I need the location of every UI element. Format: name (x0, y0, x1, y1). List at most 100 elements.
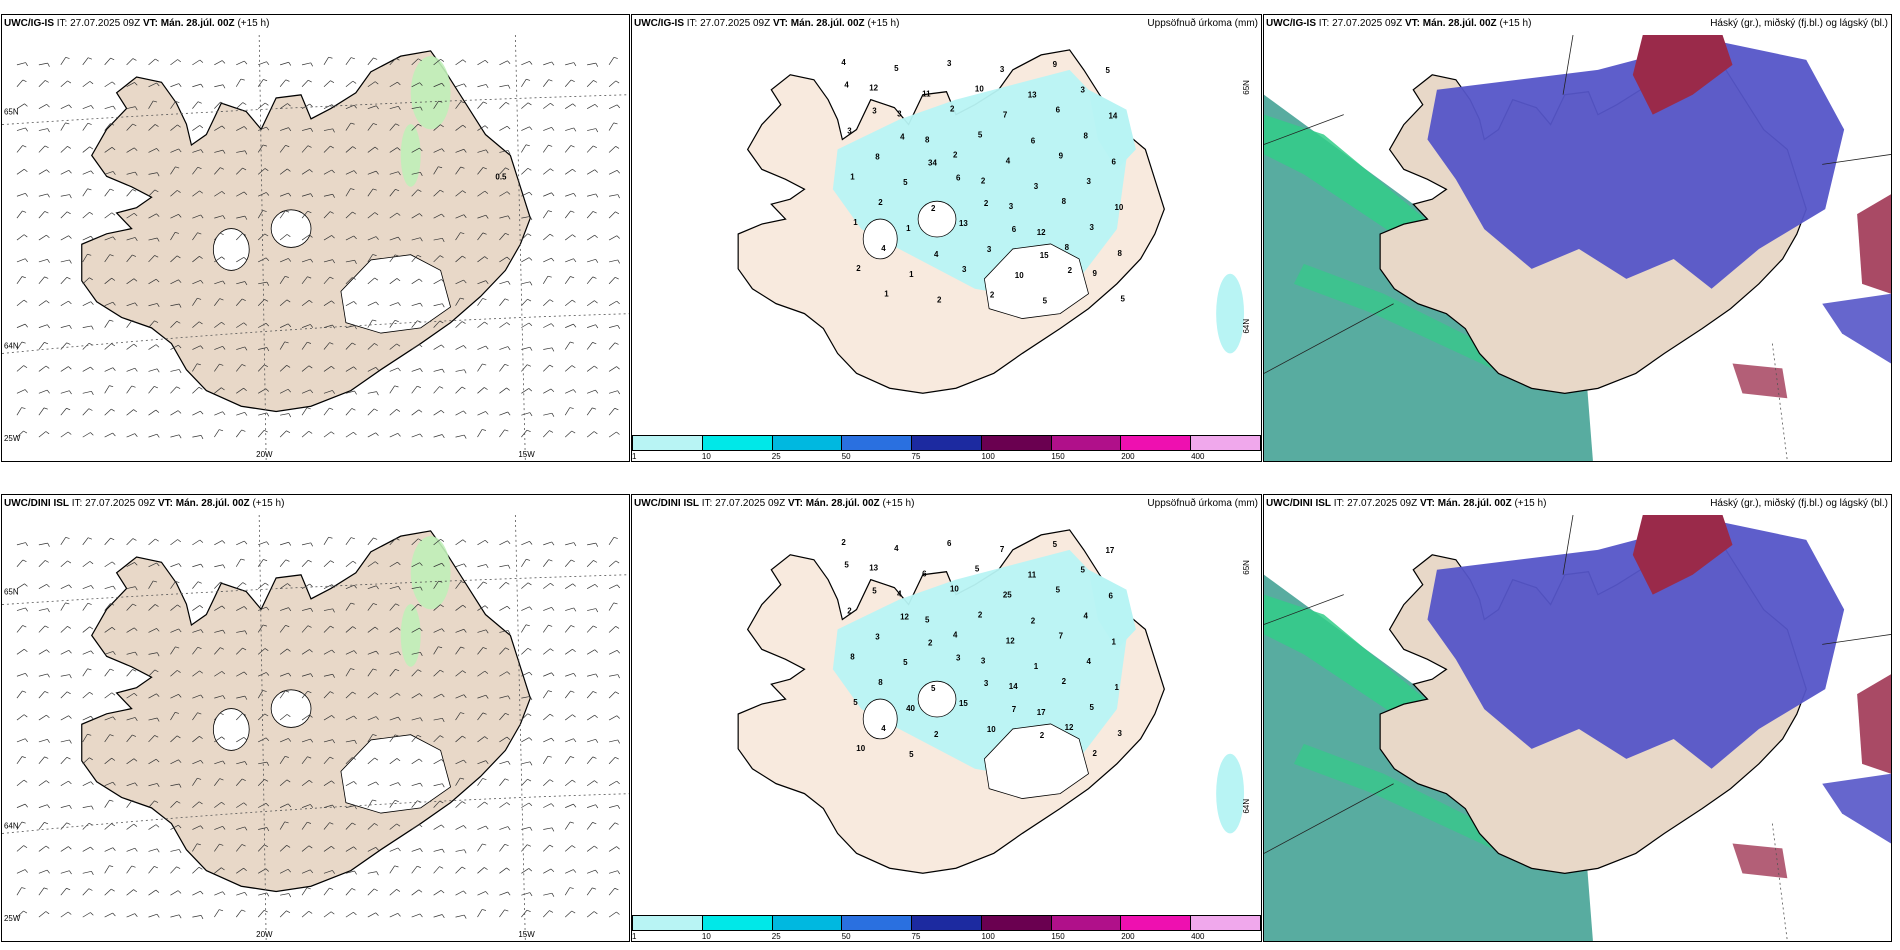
wind-barb (477, 214, 487, 219)
wind-barb-feather (593, 145, 597, 149)
wind-barb (411, 865, 418, 874)
wind-barb-feather (548, 144, 553, 147)
wind-barb (235, 558, 242, 567)
panel-subtitle: Uppsöfnuð úrkoma (mm) (1147, 18, 1258, 29)
wind-barb-feather (617, 739, 621, 744)
wind-barb (301, 583, 310, 589)
wind-barb (521, 844, 528, 852)
wind-barb (257, 713, 265, 721)
wind-barb (148, 386, 155, 394)
wind-barb-feather (200, 629, 204, 634)
wind-green-area (410, 536, 451, 610)
wind-barb (170, 604, 178, 611)
wind-barb (236, 761, 246, 765)
iceland-map (1379, 519, 1845, 874)
wind-barb (389, 782, 399, 787)
wind-barb-feather (66, 276, 71, 280)
wind-barb-feather (222, 826, 226, 830)
wind-barb (192, 83, 202, 88)
low-cloud-area (1732, 843, 1788, 879)
wind-barb (258, 737, 267, 743)
wind-barb-feather (615, 211, 620, 215)
precip-value: 5 (894, 64, 899, 73)
wind-barb (411, 562, 420, 568)
wind-barb (367, 188, 374, 197)
wind-barb-feather (134, 368, 138, 372)
wind-barb (104, 585, 114, 589)
wind-barb (279, 803, 289, 808)
wind-barb-feather (111, 343, 115, 347)
wind-barb-feather (418, 58, 422, 62)
wind-barb (521, 281, 531, 285)
wind-barb (521, 216, 531, 219)
wind-barb-feather (617, 805, 621, 809)
wind-barb (82, 146, 90, 153)
wind-barb-feather (90, 301, 94, 305)
wind-barb-feather (617, 390, 621, 395)
wind-barb-feather (328, 536, 333, 539)
wind-barb (586, 845, 595, 852)
wind-barb-feather (549, 364, 554, 368)
wind-barb (411, 368, 421, 372)
wind-barb-feather (284, 275, 289, 278)
wind-barb (104, 147, 113, 153)
wind-barb-feather (198, 386, 203, 390)
wind-barb (257, 582, 266, 589)
wind-barb (280, 61, 289, 66)
wind-barb (148, 693, 157, 699)
wind-barb-feather (112, 912, 116, 917)
wind-barb (323, 145, 331, 153)
wind-barb (323, 235, 332, 241)
wind-barb-feather (330, 911, 335, 915)
wind-barb (126, 171, 136, 175)
wind-barb-feather (155, 889, 160, 893)
wind-barb-feather (287, 389, 292, 393)
precip-value: 4 (934, 250, 939, 259)
wind-barb-feather (463, 629, 467, 633)
wind-barb-feather (595, 128, 599, 133)
precip-value: 3 (987, 245, 992, 254)
wind-barb (148, 409, 157, 416)
wind-barb (499, 564, 509, 568)
wind-barb (38, 822, 45, 830)
wind-barb (586, 714, 595, 721)
wind-barb-feather (244, 215, 248, 220)
wind-barb (411, 344, 420, 350)
wind-barb-feather (570, 79, 575, 83)
wind-barb-feather (288, 413, 292, 418)
wind-barb-feather (332, 259, 335, 264)
wind-barb (170, 801, 178, 808)
wind-barb-feather (111, 277, 116, 281)
wind-barb (16, 690, 23, 699)
wind-barb (499, 387, 507, 394)
wind-barb-feather (87, 668, 92, 671)
wind-barb (367, 391, 377, 394)
wind-barb (82, 626, 90, 633)
wind-barb (345, 739, 355, 743)
wind-barb-feather (616, 104, 621, 109)
precip-value: 6 (1031, 136, 1036, 145)
wind-barb (104, 561, 113, 568)
wind-barb-feather (133, 823, 138, 827)
wind-barb-feather (548, 559, 553, 562)
wind-barb (192, 866, 200, 874)
wind-barb-feather (595, 869, 599, 874)
wind-barb (214, 801, 222, 808)
wind-barb (455, 914, 465, 918)
graticule-lon (258, 515, 267, 941)
wind-barb (455, 735, 463, 743)
wind-barb-feather (442, 303, 445, 308)
wind-barb (433, 538, 441, 546)
wind-barb-feather (287, 803, 292, 808)
wind-barb-feather (572, 583, 576, 587)
wind-barb (587, 258, 596, 263)
wind-barb (499, 191, 508, 197)
wind-barb-feather (219, 429, 224, 432)
wind-barb-feather (288, 542, 292, 546)
wind-barb-feather (440, 604, 444, 608)
wind-barb-feather (23, 430, 28, 434)
precip-value: 1 (909, 270, 914, 279)
wind-barb-feather (176, 386, 181, 389)
wind-barb-feather (440, 58, 445, 62)
wind-barb (236, 630, 246, 633)
